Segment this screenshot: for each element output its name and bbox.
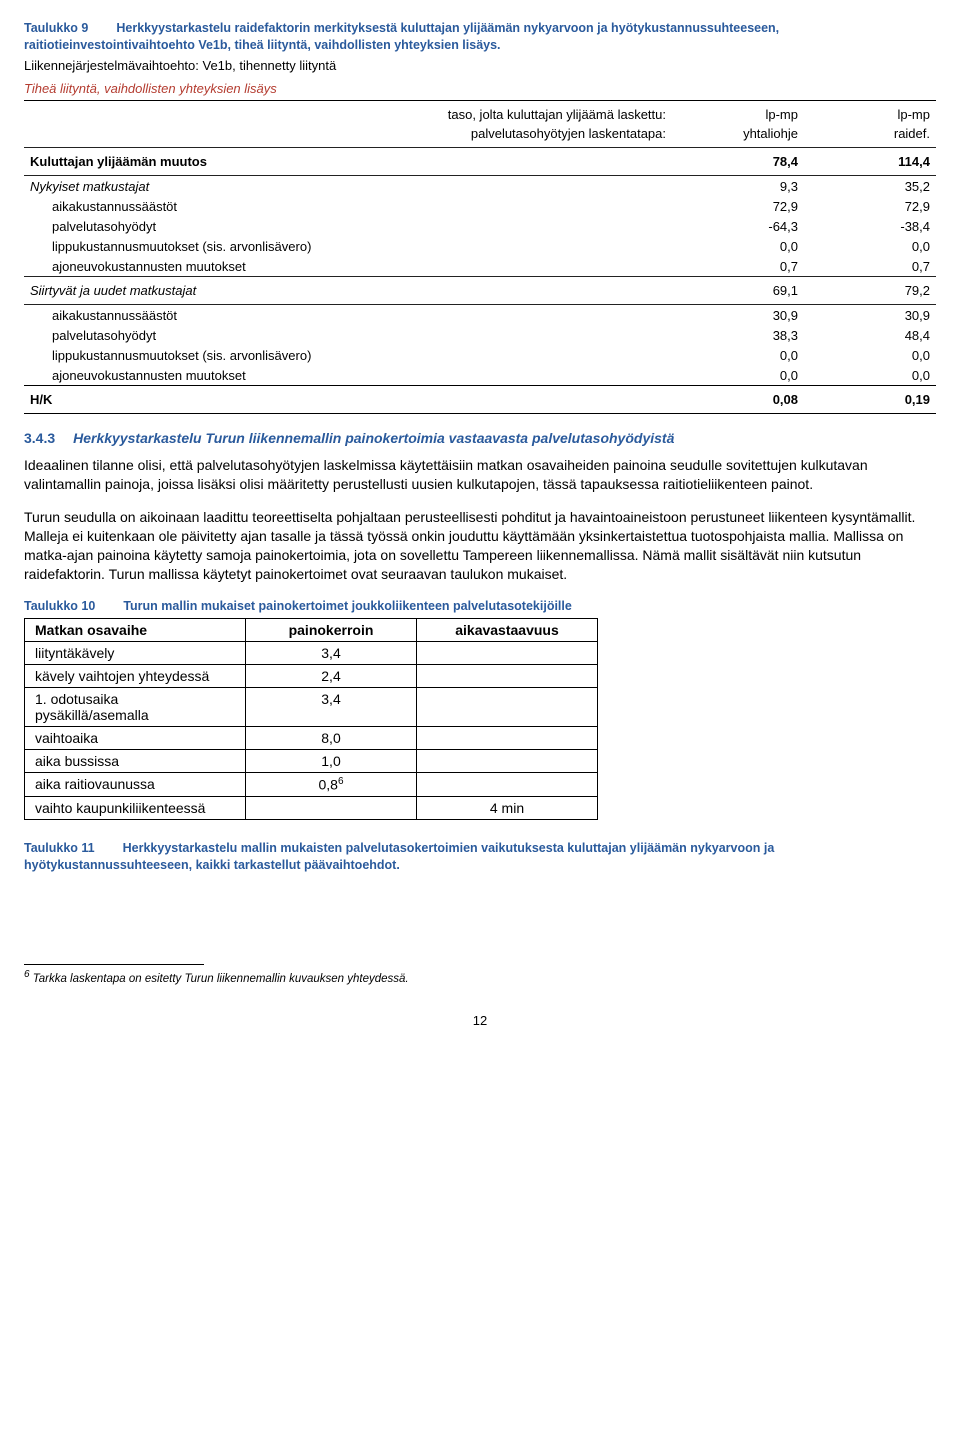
t9-h-taso: taso, jolta kuluttajan ylijäämä laskettu… xyxy=(24,100,672,124)
table11-caption-text: Herkkyystarkastelu mallin mukaisten palv… xyxy=(24,841,774,872)
t9-c2b: raidef. xyxy=(804,124,936,148)
t9-row-nykyiset: Nykyiset matkustajat 9,3 35,2 xyxy=(24,176,936,197)
page-number: 12 xyxy=(24,1013,936,1028)
table10-row: vaihtoaika8,0 xyxy=(25,727,598,750)
t9-row-lippu2: lippukustannusmuutokset (sis. arvonlisäv… xyxy=(24,345,936,365)
paragraph-2: Turun seudulla on aikoinaan laadittu teo… xyxy=(24,508,936,584)
table10-cell: vaihto kaupunkiliikenteessä xyxy=(25,797,246,820)
table10-cell: liityntäkävely xyxy=(25,642,246,665)
table10-row: aika bussissa1,0 xyxy=(25,750,598,773)
table10-cell xyxy=(417,665,598,688)
table10-cell xyxy=(417,642,598,665)
t9-row-hk: H/K 0,08 0,19 xyxy=(24,386,936,414)
t9-row-ajo1: ajoneuvokustannusten muutokset 0,7 0,7 xyxy=(24,256,936,277)
t9-row-aika2: aikakustannussäästöt 30,9 30,9 xyxy=(24,305,936,326)
table10-cell: 3,4 xyxy=(246,688,417,727)
table10-caption-num: Taulukko 10 xyxy=(24,598,95,615)
table10-cell: 0,86 xyxy=(246,773,417,797)
table10-caption-text: Turun mallin mukaiset painokertoimet jou… xyxy=(123,599,572,613)
table10-row: aika raitiovaunussa0,86 xyxy=(25,773,598,797)
t9-row-aika1: aikakustannussäästöt 72,9 72,9 xyxy=(24,196,936,216)
table10-cell xyxy=(246,797,417,820)
table10-cell xyxy=(417,773,598,797)
table10-row: liityntäkävely3,4 xyxy=(25,642,598,665)
t9-row-ajo2: ajoneuvokustannusten muutokset 0,0 0,0 xyxy=(24,365,936,386)
table10-row: kävely vaihtojen yhteydessä2,4 xyxy=(25,665,598,688)
t9-h-palv: palvelutasohyötyjen laskentatapa: xyxy=(24,124,672,148)
table9: taso, jolta kuluttajan ylijäämä laskettu… xyxy=(24,100,936,415)
table10-row: 1. odotusaika pysäkillä/asemalla3,4 xyxy=(25,688,598,727)
t9-row-palv1: palvelutasohyödyt -64,3 -38,4 xyxy=(24,216,936,236)
t9-row-kuluttajan: Kuluttajan ylijäämän muutos 78,4 114,4 xyxy=(24,148,936,176)
table10-cell xyxy=(417,688,598,727)
table10-cell: 1,0 xyxy=(246,750,417,773)
table10-cell: 2,4 xyxy=(246,665,417,688)
table10-cell: 8,0 xyxy=(246,727,417,750)
t9-row-siirtyvat: Siirtyvät ja uudet matkustajat 69,1 79,2 xyxy=(24,277,936,305)
t9-c1b: yhtaliohje xyxy=(672,124,804,148)
t10-h3: aikavastaavuus xyxy=(417,619,598,642)
superscript: 6 xyxy=(338,776,344,787)
table9-wrapper: Liikennejärjestelmävaihtoehto: Ve1b, tih… xyxy=(24,58,936,415)
heading-343-text: Herkkyystarkastelu Turun liikennemallin … xyxy=(73,430,674,446)
heading-343-num: 3.4.3 xyxy=(24,430,55,446)
table9-caption-num: Taulukko 9 xyxy=(24,20,88,37)
t9-row-lippu1: lippukustannusmuutokset (sis. arvonlisäv… xyxy=(24,236,936,256)
table10-cell: vaihtoaika xyxy=(25,727,246,750)
table10-cell: aika bussissa xyxy=(25,750,246,773)
t10-h1: Matkan osavaihe xyxy=(25,619,246,642)
t9-row-palv2: palvelutasohyödyt 38,3 48,4 xyxy=(24,325,936,345)
table11-caption: Taulukko 11Herkkyystarkastelu mallin muk… xyxy=(24,840,936,874)
table9-intro: Liikennejärjestelmävaihtoehto: Ve1b, tih… xyxy=(24,58,936,73)
t9-c1a: lp-mp xyxy=(672,100,804,124)
footnote: 6 Tarkka laskentapa on esitetty Turun li… xyxy=(24,969,936,985)
table9-subtitle: Tiheä liityntä, vaihdollisten yhteyksien… xyxy=(24,81,936,96)
footnote-rule xyxy=(24,964,204,965)
table10: Matkan osavaihe painokerroin aikavastaav… xyxy=(24,618,598,820)
table10-cell: 4 min xyxy=(417,797,598,820)
table10-cell xyxy=(417,727,598,750)
table10-cell: 1. odotusaika pysäkillä/asemalla xyxy=(25,688,246,727)
table10-cell: kävely vaihtojen yhteydessä xyxy=(25,665,246,688)
table10-cell: 3,4 xyxy=(246,642,417,665)
table10-header-row: Matkan osavaihe painokerroin aikavastaav… xyxy=(25,619,598,642)
t10-h2: painokerroin xyxy=(246,619,417,642)
table10-caption: Taulukko 10 Turun mallin mukaiset painoke… xyxy=(24,598,936,615)
table10-cell: aika raitiovaunussa xyxy=(25,773,246,797)
heading-343: 3.4.3 Herkkyystarkastelu Turun liikennema… xyxy=(24,430,936,446)
table9-header-row1: taso, jolta kuluttajan ylijäämä laskettu… xyxy=(24,100,936,124)
table9-caption: Taulukko 9Herkkyystarkastelu raidefaktor… xyxy=(24,20,936,54)
table9-caption-text: Herkkyystarkastelu raidefaktorin merkity… xyxy=(24,21,779,52)
table10-cell xyxy=(417,750,598,773)
table10-row: vaihto kaupunkiliikenteessä 4 min xyxy=(25,797,598,820)
table9-header-row2: palvelutasohyötyjen laskentatapa: yhtali… xyxy=(24,124,936,148)
paragraph-1: Ideaalinen tilanne olisi, että palveluta… xyxy=(24,456,936,494)
table11-caption-num: Taulukko 11 xyxy=(24,840,95,857)
footnote-text: Tarkka laskentapa on esitetty Turun liik… xyxy=(30,973,409,985)
t9-c2a: lp-mp xyxy=(804,100,936,124)
